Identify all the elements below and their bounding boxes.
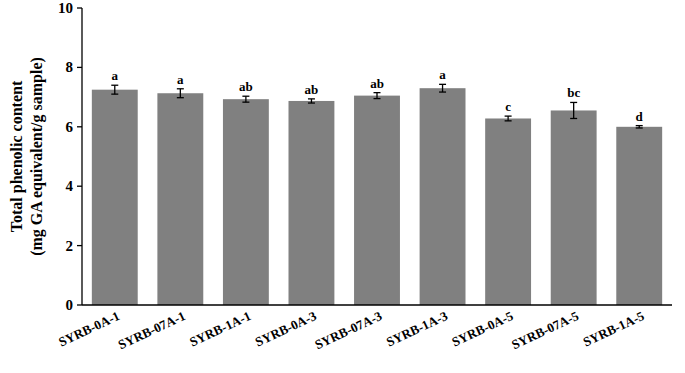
y-tick: [77, 126, 82, 127]
x-tick-label: SYRB-07A-1: [116, 308, 188, 352]
error-cap: [111, 85, 118, 86]
error-cap: [242, 96, 249, 97]
significance-letter: ab: [370, 76, 384, 91]
error-bar: [308, 99, 315, 103]
error-bar: [636, 126, 643, 128]
bar: [223, 99, 269, 305]
y-axis-label: (mg GA equivalent/g sample): [28, 57, 46, 256]
x-tick-label: SYRB-1A-3: [384, 308, 450, 350]
bar: [157, 93, 203, 305]
significance-letter: a: [177, 72, 184, 87]
error-bar: [374, 93, 381, 99]
y-tick-label: 8: [66, 59, 74, 75]
error-stem: [376, 93, 377, 99]
y-tick: [77, 7, 82, 8]
x-tick-label: SYRB-1A-1: [187, 308, 253, 349]
y-tick-label: 4: [66, 178, 74, 194]
error-cap: [570, 102, 577, 103]
bar: [92, 90, 138, 305]
y-tick-label: 6: [66, 119, 74, 135]
x-tick-label: SYRB-1A-5: [581, 308, 647, 350]
y-tick: [77, 186, 82, 187]
error-cap: [505, 120, 512, 121]
bar: [289, 101, 335, 305]
error-stem: [114, 85, 115, 94]
error-cap: [570, 118, 577, 119]
y-axis: [81, 8, 82, 305]
error-cap: [439, 84, 446, 85]
error-cap: [439, 91, 446, 92]
bar: [485, 118, 531, 305]
error-bar: [242, 96, 249, 102]
significance-letter: a: [112, 68, 119, 83]
error-bar: [505, 116, 512, 121]
error-stem: [573, 102, 574, 118]
y-axis-label: Total phenolic content: [8, 80, 26, 232]
y-tick-label: 2: [66, 238, 74, 254]
significance-letter: bc: [567, 85, 580, 100]
error-cap: [308, 98, 315, 99]
error-cap: [242, 101, 249, 102]
error-cap: [177, 88, 184, 89]
error-stem: [245, 96, 246, 102]
x-tick-label: SYRB-0A-5: [449, 308, 515, 350]
error-cap: [374, 92, 381, 93]
error-stem: [507, 116, 508, 121]
x-tick-label: SYRB-07A-5: [509, 308, 581, 352]
significance-letter: c: [505, 99, 511, 114]
x-tick-label: SYRB-07A-3: [312, 308, 384, 352]
error-bar: [570, 102, 577, 118]
significance-letter: d: [636, 109, 644, 124]
x-tick-label: SYRB-0A-1: [56, 308, 122, 349]
bars: [92, 84, 662, 305]
error-cap: [308, 102, 315, 103]
error-stem: [442, 84, 443, 92]
error-bar: [177, 89, 184, 98]
bar: [420, 88, 466, 305]
y-tick: [77, 67, 82, 68]
significance-letter: ab: [305, 82, 319, 97]
y-tick: [77, 304, 82, 305]
y-tick: [77, 245, 82, 246]
error-bar: [111, 85, 118, 94]
error-stem: [180, 89, 181, 98]
y-tick-label: 10: [58, 0, 73, 16]
chart: aaabababacbcd0246810SYRB-0A-1SYRB-07A-1S…: [0, 0, 685, 373]
significance-letter: a: [439, 67, 446, 82]
bar: [616, 127, 662, 305]
bar: [551, 110, 597, 305]
x-axis: [82, 304, 672, 305]
error-cap: [505, 115, 512, 116]
error-cap: [374, 98, 381, 99]
error-cap: [177, 97, 184, 98]
error-cap: [636, 127, 643, 128]
error-cap: [636, 125, 643, 126]
significance-letter: ab: [239, 79, 253, 94]
error-bar: [439, 84, 446, 92]
y-tick-label: 0: [66, 297, 74, 313]
error-cap: [111, 93, 118, 94]
bar: [354, 96, 400, 305]
x-tick-label: SYRB-0A-3: [253, 308, 319, 350]
